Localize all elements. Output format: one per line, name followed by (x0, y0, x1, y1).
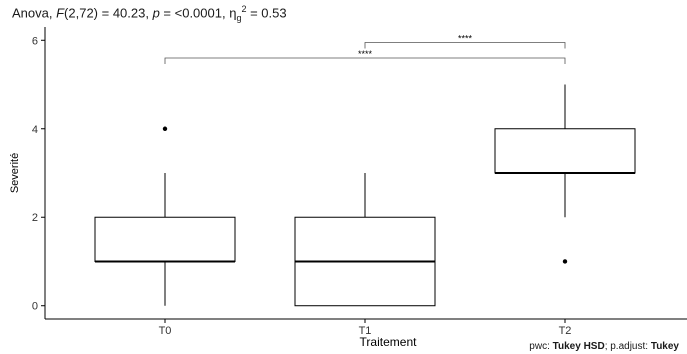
chart-subtitle: Anova, F(2,72) = 40.23, p = <0.0001, ηg2… (12, 4, 287, 23)
anova-label: Anova, (12, 5, 57, 21)
effect-size-superscript: 2 (241, 4, 247, 14)
x-tick-label: T2 (559, 325, 572, 337)
pwc-label: pwc: (529, 341, 553, 352)
plot-area: 0 2 4 6 T0 T1 T2 Traitement Severité **** **** (9, 27, 687, 349)
effect-size-symbol: η (229, 5, 237, 21)
x-tick-label: T1 (359, 325, 372, 337)
significance-label: **** (358, 49, 373, 59)
outlier-point (162, 126, 168, 131)
significance-bracket (364, 42, 566, 49)
y-tick-label: 2 (32, 212, 38, 224)
significance-label: **** (458, 33, 473, 43)
p-adjust-label: ; p.adjust: (604, 341, 651, 352)
chart-caption: pwc: Tukey HSD; p.adjust: Tukey (529, 341, 679, 352)
p-name: p (152, 5, 160, 21)
box-t0 (94, 216, 236, 262)
box-t2 (494, 128, 636, 174)
y-axis-title: Severité (9, 153, 21, 193)
stat-name: F (56, 5, 65, 21)
y-tick-label: 0 (32, 301, 38, 313)
p-adjust-method: Tukey (650, 341, 679, 352)
pwc-method: Tukey HSD (552, 341, 605, 352)
significance-bracket (164, 57, 566, 64)
x-axis-title: Traitement (360, 335, 418, 349)
y-tick-label: 6 (32, 35, 38, 47)
effect-size-value: = 0.53 (246, 5, 287, 21)
y-tick-label: 4 (32, 124, 38, 136)
x-tick-label: T0 (159, 325, 172, 337)
stat-args: (2,72) = 40.23, (64, 5, 153, 21)
p-value: = <0.0001, (159, 5, 230, 21)
effect-size-subscript: g (236, 12, 242, 23)
outlier-point (562, 259, 568, 264)
